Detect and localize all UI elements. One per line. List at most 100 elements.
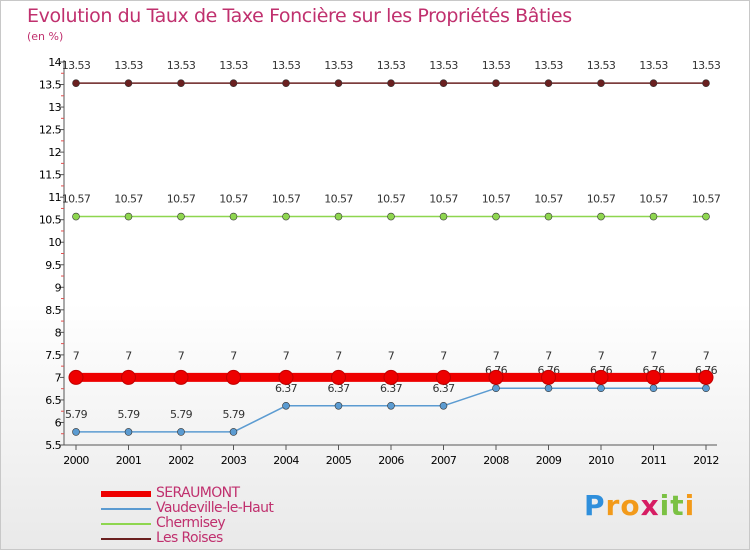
data-point-vaudeville-le-haut [387, 401, 395, 410]
data-point-les-roises [387, 79, 395, 87]
x-tick-label: 2006 [378, 454, 404, 467]
data-point-chermisey [492, 212, 500, 221]
data-label-seraumont: 7 [598, 349, 605, 362]
data-point-seraumont [278, 369, 294, 385]
data-label-vaudeville-le-haut: 6.37 [327, 382, 350, 395]
data-point-vaudeville-le-haut [177, 428, 185, 436]
y-tick-label: 13 [48, 101, 61, 114]
y-tick-label: 10.5 [39, 214, 62, 227]
data-label-vaudeville-le-haut: 5.79 [65, 408, 88, 421]
legend-swatch [101, 491, 151, 497]
logo-letter: r [605, 489, 621, 522]
data-point-les-roises [177, 79, 185, 87]
data-point-seraumont [698, 369, 714, 385]
legend-label: Chermisey [156, 515, 226, 531]
y-tick-label: 14 [48, 56, 61, 69]
x-tick-label: 2007 [431, 454, 457, 467]
proxiti-logo: Proxiti [584, 489, 695, 522]
legend-item: Les Roises [101, 530, 361, 546]
data-point-chermisey [439, 212, 448, 221]
data-label-seraumont: 7 [178, 349, 185, 362]
data-point-les-roises [649, 79, 658, 87]
data-point-les-roises [439, 79, 448, 87]
data-point-chermisey [544, 212, 553, 221]
data-label-chermisey: 10.57 [534, 193, 563, 206]
data-point-vaudeville-le-haut [229, 428, 238, 436]
x-tick-label: 2004 [273, 454, 299, 467]
x-tick-label: 2009 [536, 454, 562, 467]
data-point-vaudeville-le-haut [282, 401, 290, 410]
legend-item: Vaudeville-le-Haut [101, 500, 361, 516]
data-point-vaudeville-le-haut [72, 428, 80, 436]
data-label-les-roises: 13.53 [167, 59, 196, 72]
data-label-chermisey: 10.57 [272, 193, 301, 206]
data-point-les-roises [597, 79, 605, 87]
data-label-vaudeville-le-haut: 6.37 [380, 382, 403, 395]
data-label-seraumont: 7 [283, 349, 290, 362]
data-point-vaudeville-le-haut [649, 384, 658, 393]
data-label-chermisey: 10.57 [639, 193, 668, 206]
data-point-seraumont [121, 369, 136, 385]
data-point-les-roises [282, 79, 290, 87]
data-point-chermisey [387, 212, 395, 221]
chart-subtitle: (en %) [27, 30, 64, 43]
x-tick-label: 2002 [168, 454, 194, 467]
x-tick-label: 2010 [588, 454, 614, 467]
data-point-chermisey [72, 212, 80, 221]
data-label-chermisey: 10.57 [692, 193, 721, 206]
data-label-seraumont: 7 [493, 349, 500, 362]
data-label-chermisey: 10.57 [324, 193, 353, 206]
data-point-vaudeville-le-haut [439, 401, 448, 410]
data-label-les-roises: 13.53 [219, 59, 248, 72]
data-point-seraumont [541, 369, 556, 385]
data-point-seraumont [488, 369, 504, 385]
data-point-les-roises [702, 79, 710, 87]
data-point-vaudeville-le-haut [597, 384, 605, 393]
data-label-chermisey: 10.57 [377, 193, 406, 206]
data-point-les-roises [492, 79, 500, 87]
data-point-vaudeville-le-haut [702, 384, 710, 393]
data-point-seraumont [646, 369, 661, 385]
legend-label: Les Roises [156, 530, 223, 546]
logo-letter: x [640, 489, 660, 522]
y-tick-label: 9 [55, 281, 62, 294]
y-tick-label: 10 [48, 236, 61, 249]
legend-item: SERAUMONT [101, 485, 361, 501]
data-point-les-roises [229, 79, 238, 87]
data-point-seraumont [226, 369, 241, 385]
data-label-les-roises: 13.53 [272, 59, 301, 72]
x-tick-label: 2001 [116, 454, 142, 467]
data-label-seraumont: 7 [650, 349, 657, 362]
data-label-seraumont: 7 [73, 349, 80, 362]
legend-swatch [101, 523, 151, 525]
logo-letter: t [670, 489, 685, 522]
logo-letter: i [659, 489, 671, 522]
data-point-seraumont [68, 369, 84, 385]
data-point-chermisey [649, 212, 658, 221]
legend-swatch [101, 538, 151, 540]
y-tick-label: 8 [55, 326, 62, 339]
y-tick-label: 5.5 [45, 439, 61, 452]
logo-letter: o [620, 489, 641, 522]
data-point-vaudeville-le-haut [492, 384, 500, 393]
data-point-chermisey [597, 212, 605, 221]
data-point-vaudeville-le-haut [334, 401, 343, 410]
y-tick-label: 8.5 [45, 304, 61, 317]
data-point-seraumont [331, 369, 346, 385]
data-label-chermisey: 10.57 [114, 193, 143, 206]
data-point-les-roises [544, 79, 553, 87]
data-label-les-roises: 13.53 [377, 59, 406, 72]
data-label-les-roises: 13.53 [639, 59, 668, 72]
data-point-seraumont [383, 369, 399, 385]
data-point-seraumont [436, 369, 451, 385]
data-label-seraumont: 7 [335, 349, 342, 362]
y-tick-label: 11.5 [39, 169, 62, 182]
data-label-les-roises: 13.53 [114, 59, 143, 72]
data-label-les-roises: 13.53 [534, 59, 563, 72]
logo-letter: P [584, 489, 606, 522]
data-label-seraumont: 7 [388, 349, 395, 362]
data-point-les-roises [124, 79, 133, 87]
legend: SERAUMONT Vaudeville-le-Haut Chermisey Les … [101, 485, 361, 546]
legend-item: Chermisey [101, 515, 361, 531]
data-label-seraumont: 7 [545, 349, 552, 362]
